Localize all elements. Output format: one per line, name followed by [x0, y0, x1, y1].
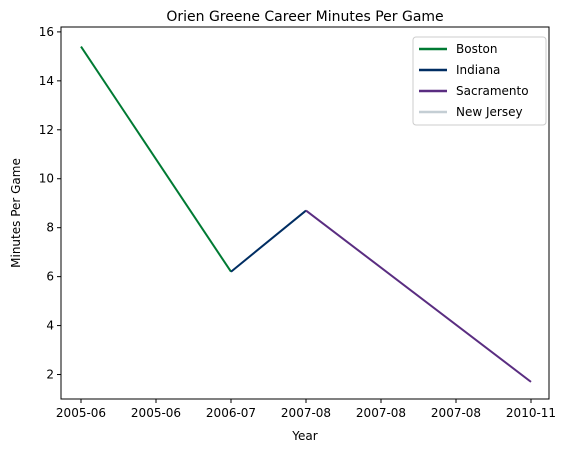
series-line-boston — [80, 46, 232, 273]
chart-title: Orien Greene Career Minutes Per Game — [166, 9, 443, 25]
y-tick-label: 12 — [39, 123, 54, 137]
legend: Boston Indiana Sacramento New Jersey — [412, 36, 547, 126]
x-tick-label: 2005-06 — [131, 406, 181, 420]
y-axis-title: Minutes Per Game — [9, 158, 23, 268]
series-line-indiana — [230, 209, 307, 273]
plot-frame — [60, 26, 550, 400]
legend-label: Indiana — [456, 63, 500, 77]
x-tick-label: 2007-08 — [356, 406, 406, 420]
legend-label: New Jersey — [456, 105, 523, 119]
x-tick-label: 2005-06 — [56, 406, 106, 420]
legend-label: Sacramento — [456, 84, 529, 98]
x-axis-title: Year — [291, 429, 317, 443]
x-tick-label: 2010-11 — [506, 406, 556, 420]
legend-label: Boston — [456, 42, 497, 56]
series-layer — [80, 46, 532, 383]
x-tick-label: 2006-07 — [206, 406, 256, 420]
x-axis: 2005-06 2005-06 2006-07 2007-08 2007-08 2007-… — [56, 399, 556, 420]
y-tick-label: 14 — [39, 74, 54, 88]
series-line-sacramento — [305, 209, 532, 383]
x-tick-label: 2007-08 — [431, 406, 481, 420]
y-tick-label: 16 — [39, 25, 54, 39]
y-axis: 2 4 6 8 10 12 14 16 — [39, 25, 61, 382]
y-tick-label: 6 — [46, 270, 54, 284]
y-tick-label: 4 — [46, 319, 54, 333]
legend-box — [412, 36, 547, 126]
y-tick-label: 10 — [39, 172, 54, 186]
y-tick-label: 2 — [46, 368, 54, 382]
x-tick-label: 2007-08 — [281, 406, 331, 420]
y-tick-label: 8 — [46, 221, 54, 235]
